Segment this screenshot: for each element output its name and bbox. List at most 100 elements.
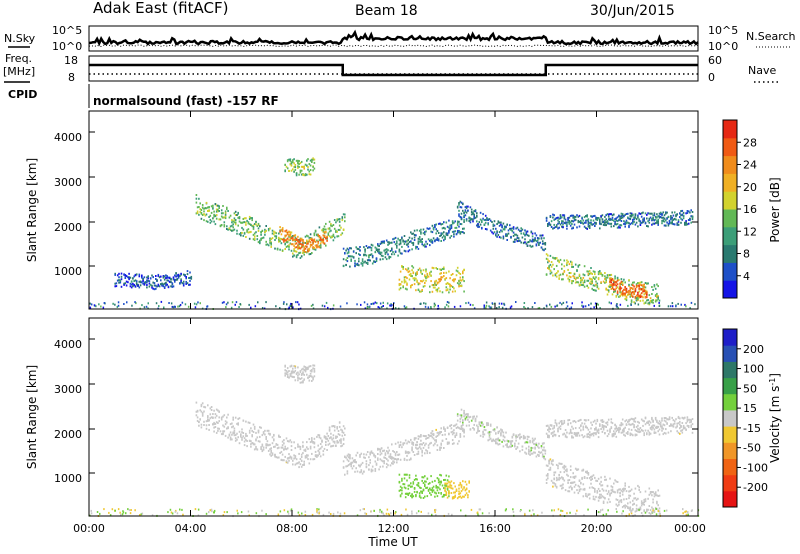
- scatter-cell: [552, 274, 554, 277]
- scatter-cell: [491, 439, 493, 442]
- scatter-cell: [307, 366, 309, 369]
- scatter-cell: [426, 486, 429, 489]
- scatter-cell: [451, 442, 454, 445]
- scatter-cell: [533, 451, 535, 454]
- scatter-cell: [569, 469, 572, 471]
- scatter-cell: [618, 278, 620, 281]
- scatter-cell: [437, 491, 440, 494]
- scatter-cell: [290, 365, 293, 368]
- scatter-cell: [118, 281, 120, 284]
- scatter-cell: [450, 284, 453, 287]
- scatter-cell: [398, 243, 401, 246]
- scatter-cell: [404, 496, 407, 499]
- scatter-cell: [582, 436, 585, 439]
- scatter-cell: [427, 227, 430, 230]
- scatter-cell: [112, 302, 114, 305]
- scatter-cell: [451, 222, 454, 225]
- scatter-cell: [567, 474, 569, 477]
- scatter-cell: [677, 431, 680, 434]
- scatter-cell: [115, 282, 118, 285]
- scatter-cell: [596, 491, 599, 494]
- scatter-cell: [352, 250, 355, 253]
- scatter-cell: [531, 441, 534, 444]
- scatter-cell: [436, 237, 439, 240]
- scatter-cell: [374, 456, 377, 459]
- scatter-cell: [567, 479, 569, 482]
- scatter-cell: [349, 265, 351, 268]
- scatter-cell: [302, 241, 304, 244]
- scatter-cell: [594, 225, 596, 227]
- scatter-cell: [227, 228, 229, 231]
- scatter-cell: [289, 242, 292, 245]
- scatter-cell: [284, 248, 286, 250]
- colorbar-segment: [723, 262, 737, 281]
- scatter-cell: [209, 417, 212, 420]
- scatter-cell: [439, 480, 441, 483]
- scatter-cell: [238, 220, 241, 223]
- scatter-cell: [401, 479, 403, 482]
- scatter-cell: [387, 253, 389, 256]
- scatter-cell: [319, 437, 322, 440]
- scatter-cell: [359, 471, 361, 474]
- scatter-cell: [522, 434, 525, 437]
- scatter-cell: [133, 283, 135, 286]
- scatter-cell: [361, 262, 364, 265]
- scatter-cell: [543, 449, 545, 452]
- scatter-cell: [541, 234, 544, 237]
- scatter-cell: [648, 294, 651, 297]
- scatter-cell: [234, 437, 237, 440]
- scatter-cell: [661, 417, 663, 420]
- scatter-cell: [330, 236, 332, 239]
- scatter-cell: [544, 458, 547, 461]
- scatter-cell: [175, 272, 177, 275]
- scatter-cell: [267, 244, 270, 247]
- scatter-cell: [440, 427, 442, 430]
- scatter-cell: [408, 236, 411, 239]
- scatter-cell: [195, 414, 198, 417]
- scatter-cell: [625, 490, 628, 493]
- scatter-cell: [322, 453, 325, 456]
- scatter-cell: [317, 233, 319, 236]
- scatter-cell: [224, 217, 227, 220]
- scatter-cell: [431, 433, 434, 436]
- scatter-cell: [404, 451, 407, 454]
- scatter-cell: [342, 265, 345, 268]
- scatter-cell: [304, 242, 307, 244]
- scatter-cell: [628, 226, 630, 229]
- scatter-cell: [413, 277, 416, 280]
- scatter-cell: [601, 421, 604, 423]
- scatter-cell: [207, 416, 209, 419]
- scatter-cell: [529, 239, 531, 242]
- scatter-cell: [446, 482, 449, 485]
- scatter-cell: [459, 284, 462, 287]
- scatter-cell: [610, 489, 613, 492]
- scatter-cell: [549, 424, 552, 427]
- scatter-cell: [619, 499, 621, 502]
- scatter-cell: [373, 302, 375, 305]
- scatter-cell: [302, 371, 304, 374]
- scatter-cell: [420, 231, 422, 234]
- scatter-cell: [512, 240, 515, 243]
- scatter-cell: [590, 283, 592, 286]
- scatter-cell: [304, 174, 307, 177]
- scatter-cell: [167, 276, 170, 279]
- scatter-cell: [604, 281, 606, 284]
- scatter-cell: [463, 280, 465, 283]
- scatter-cell: [350, 462, 352, 465]
- scatter-cell: [303, 460, 305, 463]
- scatter-cell: [592, 420, 595, 423]
- scatter-cell: [424, 233, 426, 236]
- scatter-cell: [477, 225, 479, 228]
- scatter-cell: [245, 434, 247, 437]
- scatter-cell: [420, 447, 422, 450]
- scatter-cell: [578, 479, 581, 482]
- scatter-cell: [439, 432, 441, 435]
- scatter-cell: [309, 445, 312, 448]
- scatter-cell: [564, 469, 567, 472]
- scatter-cell: [146, 281, 148, 284]
- scatter-cell: [638, 219, 640, 222]
- scatter-cell: [567, 260, 569, 263]
- scatter-cell: [411, 237, 413, 240]
- scatter-cell: [635, 294, 638, 297]
- scatter-cell: [535, 234, 538, 237]
